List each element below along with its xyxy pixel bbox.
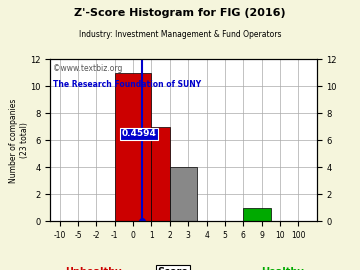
Text: Industry: Investment Management & Fund Operators: Industry: Investment Management & Fund O… <box>79 30 281 39</box>
Text: ©www.textbiz.org: ©www.textbiz.org <box>53 64 122 73</box>
Bar <box>152 127 170 221</box>
Text: Healthy: Healthy <box>261 267 303 270</box>
Text: 0.4594: 0.4594 <box>121 129 156 138</box>
Bar <box>115 73 152 221</box>
Text: Z'-Score Histogram for FIG (2016): Z'-Score Histogram for FIG (2016) <box>74 8 286 18</box>
Bar <box>243 208 271 221</box>
Text: Unhealthy: Unhealthy <box>65 267 121 270</box>
Bar <box>170 167 197 221</box>
Y-axis label: Number of companies
(23 total): Number of companies (23 total) <box>9 98 29 183</box>
Text: Score: Score <box>157 267 188 270</box>
Text: The Research Foundation of SUNY: The Research Foundation of SUNY <box>53 80 201 89</box>
